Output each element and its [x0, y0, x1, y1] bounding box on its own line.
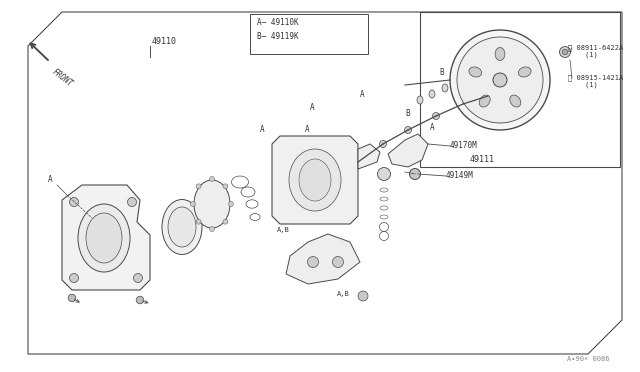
- Circle shape: [307, 257, 319, 267]
- Circle shape: [410, 169, 420, 180]
- Circle shape: [191, 202, 195, 206]
- Circle shape: [136, 296, 144, 304]
- Text: A: A: [305, 125, 309, 134]
- Text: 49149M: 49149M: [446, 171, 474, 180]
- Ellipse shape: [495, 48, 505, 61]
- Circle shape: [223, 219, 228, 224]
- Circle shape: [223, 184, 228, 189]
- Text: A: A: [260, 125, 264, 134]
- Text: A: A: [360, 90, 364, 99]
- Polygon shape: [272, 136, 358, 224]
- Circle shape: [404, 126, 412, 134]
- Circle shape: [493, 73, 507, 87]
- Text: 49111: 49111: [470, 155, 495, 164]
- Circle shape: [70, 273, 79, 282]
- Text: B: B: [406, 109, 410, 118]
- Circle shape: [134, 273, 143, 282]
- Circle shape: [68, 294, 76, 302]
- Circle shape: [209, 176, 214, 182]
- Ellipse shape: [510, 95, 521, 107]
- Polygon shape: [286, 234, 360, 284]
- Circle shape: [358, 291, 368, 301]
- Text: A,B: A,B: [276, 227, 289, 233]
- Ellipse shape: [78, 204, 130, 272]
- Text: B— 49119K: B— 49119K: [257, 32, 299, 41]
- Text: FRONT: FRONT: [50, 67, 74, 88]
- Text: A,B: A,B: [337, 291, 349, 297]
- Text: A: A: [48, 175, 52, 184]
- Ellipse shape: [429, 90, 435, 98]
- Ellipse shape: [168, 207, 196, 247]
- Circle shape: [228, 202, 234, 206]
- Circle shape: [127, 198, 136, 206]
- Circle shape: [450, 30, 550, 130]
- Ellipse shape: [194, 180, 230, 228]
- Circle shape: [70, 198, 79, 206]
- Circle shape: [460, 100, 467, 108]
- Circle shape: [433, 112, 440, 119]
- Text: Ⓥ 08915-1421A
    (1): Ⓥ 08915-1421A (1): [568, 74, 623, 88]
- Ellipse shape: [442, 84, 448, 92]
- Ellipse shape: [479, 95, 490, 107]
- Ellipse shape: [162, 199, 202, 254]
- Text: Ⓝ 08911-6422A
    (1): Ⓝ 08911-6422A (1): [568, 44, 623, 58]
- Polygon shape: [358, 144, 380, 169]
- Ellipse shape: [518, 67, 531, 77]
- Circle shape: [380, 141, 387, 148]
- Ellipse shape: [469, 67, 482, 77]
- Text: 49110: 49110: [152, 37, 177, 46]
- Circle shape: [333, 257, 344, 267]
- Circle shape: [457, 37, 543, 123]
- Circle shape: [196, 184, 201, 189]
- Polygon shape: [388, 134, 428, 167]
- Circle shape: [196, 219, 201, 224]
- Circle shape: [378, 167, 390, 180]
- Circle shape: [559, 46, 570, 58]
- Ellipse shape: [289, 149, 341, 211]
- Text: A: A: [310, 103, 314, 112]
- Ellipse shape: [86, 213, 122, 263]
- Circle shape: [562, 49, 568, 55]
- Text: A— 49110K: A— 49110K: [257, 18, 299, 27]
- Ellipse shape: [299, 159, 331, 201]
- Ellipse shape: [417, 96, 423, 104]
- Text: 49170M: 49170M: [450, 141, 477, 150]
- Text: A∙90∗ 0086: A∙90∗ 0086: [568, 356, 610, 362]
- Text: B: B: [440, 68, 444, 77]
- Circle shape: [209, 227, 214, 231]
- Text: A: A: [429, 123, 435, 132]
- Polygon shape: [62, 185, 150, 290]
